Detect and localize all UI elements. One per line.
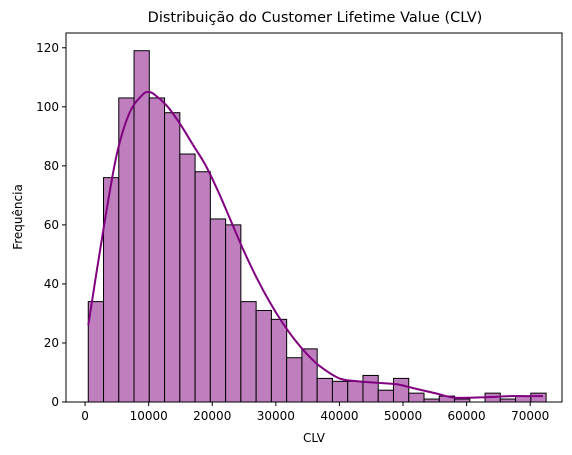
histogram-bar xyxy=(164,112,181,403)
x-tick-label: 70000 xyxy=(511,409,549,423)
histogram-bar xyxy=(179,153,196,403)
y-tick-label: 60 xyxy=(44,218,59,232)
y-axis-ticks: 0 20 40 60 80 100 120 xyxy=(36,41,66,409)
x-tick-label: 20000 xyxy=(193,409,231,423)
histogram-bar xyxy=(286,357,303,403)
histogram-bar xyxy=(362,374,379,403)
histogram-bar xyxy=(225,224,242,403)
y-tick-label: 120 xyxy=(36,41,59,55)
x-tick-label: 60000 xyxy=(448,409,486,423)
histogram-bar xyxy=(270,318,288,403)
y-tick-label: 0 xyxy=(51,395,59,409)
histogram-bar xyxy=(240,301,257,403)
chart-title: Distribuição do Customer Lifetime Value … xyxy=(148,10,483,26)
x-axis-ticks: 0 10000 20000 30000 40000 50000 60000 70000 xyxy=(81,402,549,423)
kde-line xyxy=(87,91,543,399)
y-tick-label: 80 xyxy=(44,159,59,173)
y-tick-label: 20 xyxy=(44,336,59,350)
histogram-bar xyxy=(148,97,166,403)
histogram-bar xyxy=(133,50,150,403)
x-tick-label: 0 xyxy=(81,409,89,423)
histogram-bar xyxy=(194,171,211,403)
histogram-bar xyxy=(530,392,547,403)
y-tick-label: 100 xyxy=(36,100,59,114)
x-tick-label: 10000 xyxy=(130,409,168,423)
histogram-bar xyxy=(118,97,135,403)
histogram-bar xyxy=(331,380,349,403)
histogram-bar xyxy=(347,380,364,403)
x-tick-label: 40000 xyxy=(320,409,358,423)
histogram-bar xyxy=(392,377,410,403)
y-axis-label: Frequência xyxy=(11,184,25,250)
x-axis-label: CLV xyxy=(303,431,326,445)
y-tick-label: 40 xyxy=(44,277,59,291)
histogram-bar xyxy=(255,309,272,403)
histogram-bar xyxy=(316,377,333,403)
histogram-bar xyxy=(209,218,227,403)
histogram-bar xyxy=(408,392,425,403)
x-tick-label: 30000 xyxy=(257,409,295,423)
x-tick-label: 50000 xyxy=(384,409,422,423)
histogram-bars xyxy=(87,50,547,403)
plot-frame xyxy=(65,32,563,403)
histogram-bar xyxy=(377,389,394,403)
